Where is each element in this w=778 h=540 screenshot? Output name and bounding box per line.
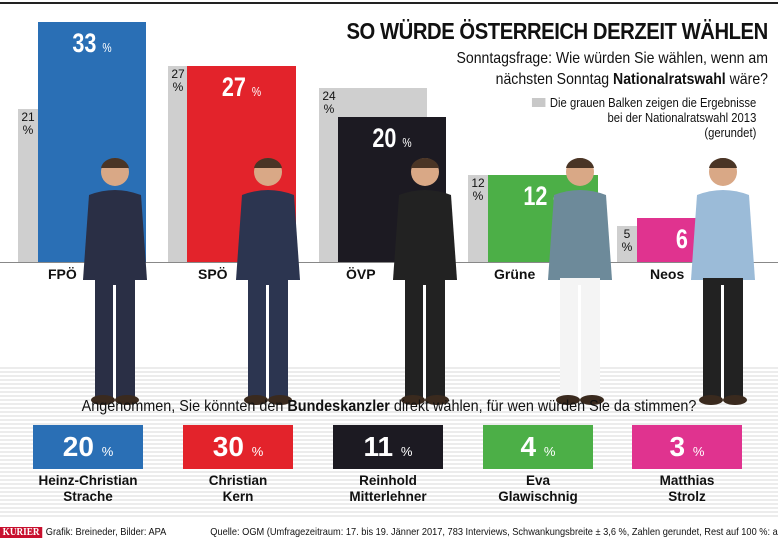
bar-value-label: 33 % — [72, 28, 112, 59]
politician-photo — [683, 150, 763, 415]
baseline — [0, 262, 778, 263]
candidate-name: Eva Glawischnig — [498, 473, 578, 504]
chancellor-question: Angenommen, Sie könnten den Bundeskanzle… — [81, 398, 697, 415]
chart-subtitle: Sonntagsfrage: Wie würden Sie wählen, we… — [456, 50, 768, 88]
chancellor-value-box: 4 % — [483, 425, 593, 469]
politician-photo — [75, 150, 155, 415]
politician-photo — [228, 150, 308, 415]
legend-swatch — [531, 98, 546, 107]
legend: Die grauen Balken zeigen die Ergebnisse b… — [531, 96, 756, 141]
bar-2013-label: 27% — [171, 66, 185, 94]
party-label: Neos — [650, 266, 685, 282]
bar-2013-label: 21% — [21, 110, 35, 138]
footer: KURIER Grafik: Breineder, Bilder: APA Quel… — [0, 526, 778, 538]
bar-2013-1: 27% — [168, 65, 188, 262]
party-label: FPÖ — [48, 266, 77, 282]
bar-2013-3: 12% — [468, 174, 488, 262]
bar-value-label: 27 % — [221, 71, 262, 102]
chancellor-value-box: 3 % — [632, 425, 742, 469]
politician-photo — [540, 150, 620, 415]
candidate-name: Heinz-Christian Strache — [38, 473, 138, 504]
bar-value-label: 20 % — [372, 122, 412, 153]
top-rule — [0, 2, 778, 4]
chancellor-value-box: 20 % — [33, 425, 143, 469]
candidate-name: Matthias Strolz — [659, 473, 715, 504]
chancellor-value-box: 30 % — [183, 425, 293, 469]
chart-title: SO WÜRDE ÖSTERREICH DERZEIT WÄHLEN — [346, 18, 769, 44]
candidate-name: Reinhold Mitterlehner — [349, 473, 427, 504]
chancellor-value-box: 11 % — [333, 425, 443, 469]
party-label: Grüne — [494, 266, 536, 282]
politician-photo — [385, 150, 465, 415]
kurier-logo: KURIER — [0, 527, 43, 538]
candidate-name: Christian Kern — [208, 473, 268, 504]
bar-2013-label: 5% — [621, 226, 633, 254]
bar-2013-label: 12% — [471, 175, 485, 203]
party-label: ÖVP — [346, 266, 376, 282]
bar-2013-4: 5% — [617, 225, 637, 262]
bar-2013-0: 21% — [18, 109, 38, 262]
bar-2013-label: 24% — [322, 88, 336, 116]
party-label: SPÖ — [198, 266, 228, 282]
